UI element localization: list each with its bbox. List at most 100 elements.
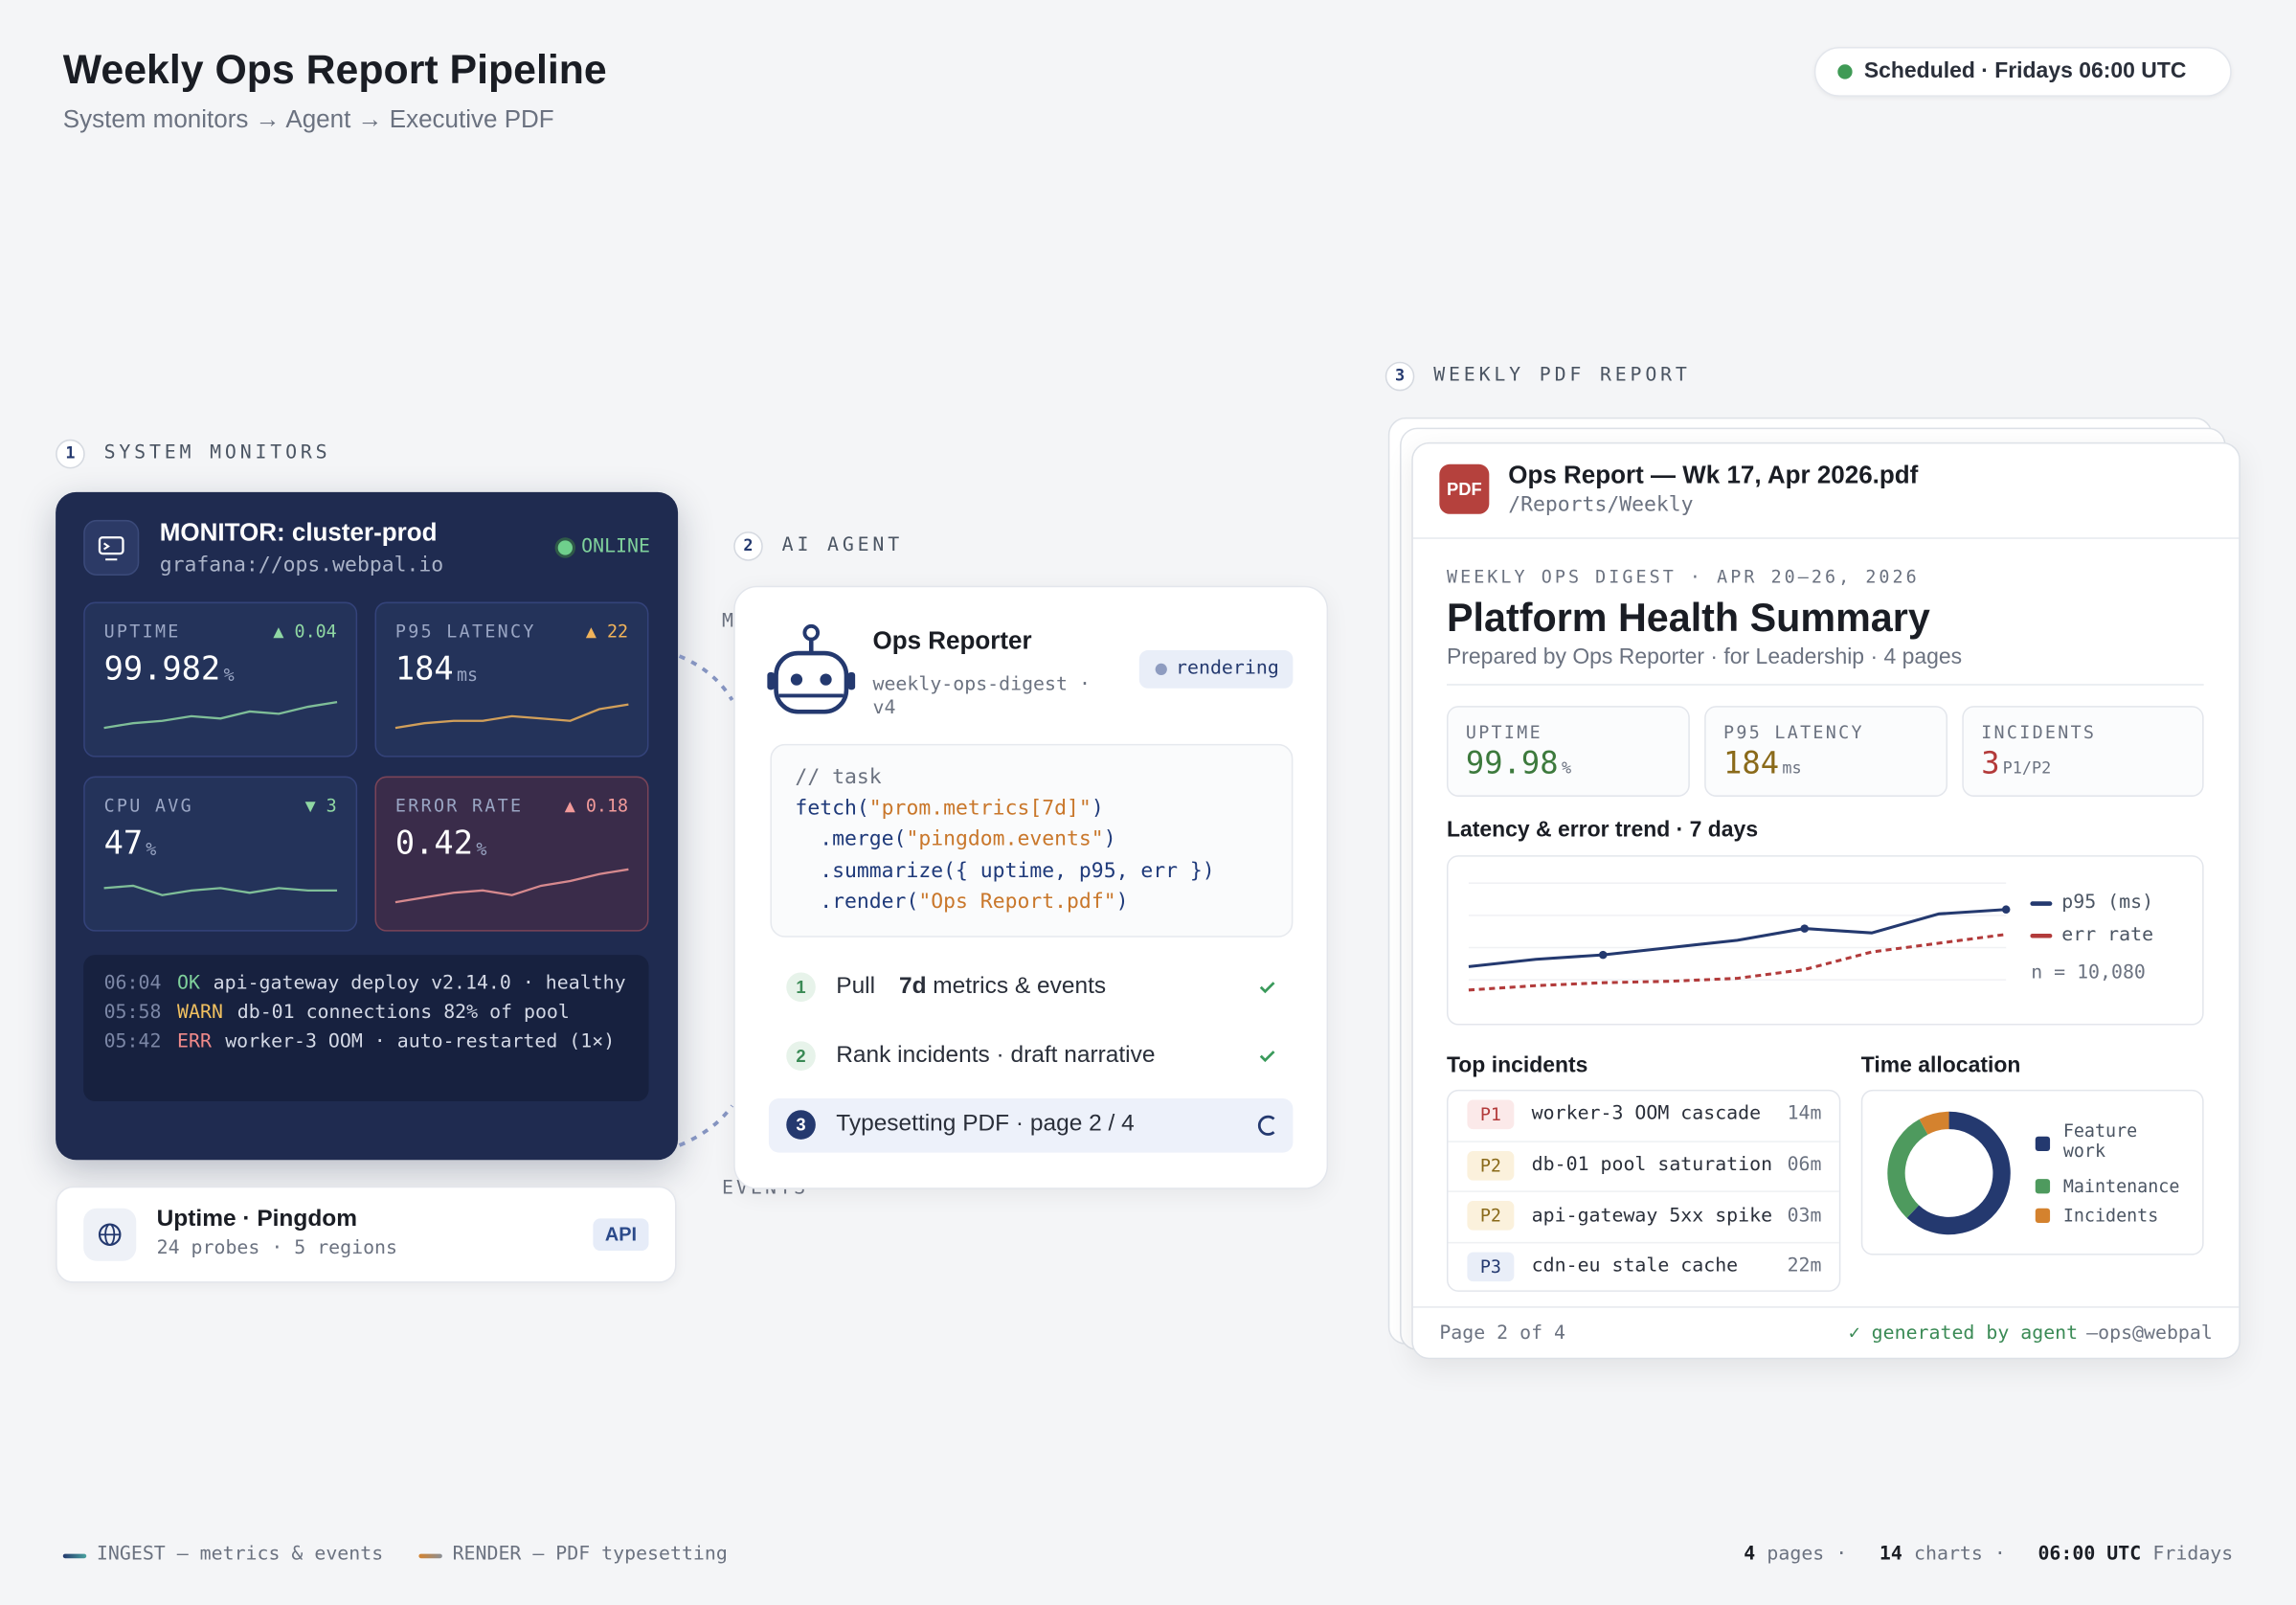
code-token: .summarize({ uptime, p95, err }): [795, 858, 1215, 883]
metric-value: 99.982: [103, 651, 221, 689]
monitor-title: MONITOR: cluster-prod: [159, 518, 438, 547]
legend-text: RENDER — PDF typesetting: [452, 1544, 728, 1567]
log-level: WARN: [177, 1002, 223, 1025]
kpi-label: P95 LATENCY: [1723, 721, 1864, 743]
log-message: db-01 connections 82% of pool: [236, 1002, 570, 1025]
section-title: Time allocation: [1860, 1052, 2021, 1078]
kpi-value: 3: [1981, 746, 2000, 781]
legend-label: Incidents: [2062, 1205, 2159, 1226]
legend-swatch: [418, 1553, 442, 1559]
step-text: Rank incidents · draft narrative: [836, 1043, 1156, 1069]
stat-value: 06:00 UTC: [2037, 1543, 2142, 1566]
log-level: OK: [177, 972, 200, 995]
log-time: 06:04: [103, 972, 162, 995]
step-number: 1: [65, 443, 76, 463]
kpi-value: 184: [1723, 746, 1780, 781]
metric-value: 184: [394, 651, 454, 689]
row-divider: [1448, 1190, 1839, 1193]
report-title: Platform Health Summary: [1446, 596, 1930, 641]
api-label: API: [604, 1223, 638, 1246]
incident-box: [1446, 1089, 1841, 1292]
connector: [678, 1104, 734, 1147]
schedule: Scheduled · Fridays 06:00 UTC: [1863, 58, 2187, 84]
metric-unit: ms: [456, 665, 479, 686]
incident-duration: 22m: [1787, 1255, 1822, 1278]
kpi-unit: ms: [1782, 758, 1802, 779]
legend-label: Feature work: [2062, 1119, 2138, 1163]
legend-swatch: [2035, 1208, 2051, 1223]
log-time: 05:58: [103, 1002, 162, 1025]
step-circle: [786, 1110, 816, 1140]
online-dot: [557, 540, 573, 555]
api-badge: [593, 1218, 649, 1252]
step-index: 2: [796, 1045, 806, 1067]
step-label: SYSTEM MONITORS: [103, 442, 331, 465]
globe-icon: [83, 1208, 137, 1261]
report-page: [1411, 441, 2240, 1360]
incident-duration: 06m: [1787, 1153, 1822, 1176]
kpi-unit: %: [1562, 758, 1572, 779]
step-number: 2: [743, 536, 754, 556]
severity-badge: [1467, 1150, 1515, 1181]
kpi-box: [1446, 706, 1690, 797]
stats: 4 pages · 14 charts · 06:00 UTC Fridays: [1744, 1544, 2233, 1566]
legend-text: INGEST — metrics & events: [96, 1544, 384, 1567]
metric-tile: [374, 776, 649, 932]
chart-title: Latency & error trend · 7 days: [1446, 817, 1759, 843]
severity: P2: [1479, 1154, 1501, 1176]
metric-tile: [83, 776, 358, 932]
agent-status: rendering: [1176, 657, 1279, 680]
divider: [1446, 684, 2204, 686]
section-title: Top incidents: [1446, 1052, 1588, 1078]
metric-value: 47: [103, 825, 144, 863]
file-path: /Reports/Weekly: [1508, 492, 1694, 517]
code-token: .merge(: [795, 827, 907, 851]
incident-duration: 14m: [1787, 1102, 1822, 1125]
code-token: ): [1103, 827, 1116, 851]
active-step: [768, 1098, 1294, 1153]
metric-delta: ▼ 3: [304, 795, 337, 816]
row-divider: [1448, 1140, 1839, 1142]
code-token: fetch(: [795, 796, 869, 821]
pingdom-card: [56, 1186, 677, 1283]
legend-label: Maintenance: [2062, 1175, 2180, 1197]
status-dot: [1155, 663, 1167, 676]
metric-label: CPU AVG: [103, 795, 193, 816]
step-text: 7d: [899, 974, 927, 1000]
metric-unit: %: [146, 838, 157, 860]
severity-badge: [1467, 1252, 1515, 1282]
metric-label: ERROR RATE: [394, 795, 524, 816]
code-token: ): [1115, 890, 1129, 914]
chart-box: [1446, 855, 2204, 1026]
code-token: "prom.metrics[7d]": [868, 796, 1092, 821]
metric-unit: %: [223, 665, 235, 686]
log-level: ERR: [177, 1030, 212, 1053]
divider: [1412, 537, 2240, 539]
file-name: Ops Report — Wk 17, Apr 2026.pdf: [1508, 461, 1919, 489]
footer-generated: ✓ generated by agent: [1848, 1322, 2079, 1345]
step-index: 3: [796, 1114, 806, 1135]
severity: P2: [1479, 1205, 1501, 1227]
row-divider: [1448, 1242, 1839, 1244]
pingdom-title: Uptime · Pingdom: [156, 1207, 357, 1232]
kpi-label: UPTIME: [1465, 721, 1542, 743]
legend-swatch: [62, 1553, 87, 1559]
log-box: [83, 955, 649, 1102]
incident-name: api-gateway 5xx spike: [1531, 1205, 1773, 1227]
page-title: Weekly Ops Report Pipeline: [62, 47, 607, 93]
metric-delta: ▲ 0.04: [273, 621, 337, 642]
severity-badge: [1467, 1201, 1515, 1232]
code-box: [770, 743, 1294, 938]
pdf-label: PDF: [1446, 478, 1482, 500]
code-token: ): [1091, 796, 1104, 821]
legend-swatch: [2035, 1179, 2051, 1194]
code-token: .render(: [795, 890, 919, 914]
log-message: worker-3 OOM · auto-restarted (1×): [225, 1030, 616, 1053]
annotation: n = 10,080: [2031, 962, 2146, 985]
kpi-value: 99.98: [1465, 746, 1559, 781]
kpi-label: INCIDENTS: [1981, 721, 2097, 743]
incident-name: cdn-eu stale cache: [1531, 1255, 1739, 1278]
code-token: "pingdom.events": [906, 827, 1104, 851]
pdf-icon: [1439, 463, 1490, 514]
